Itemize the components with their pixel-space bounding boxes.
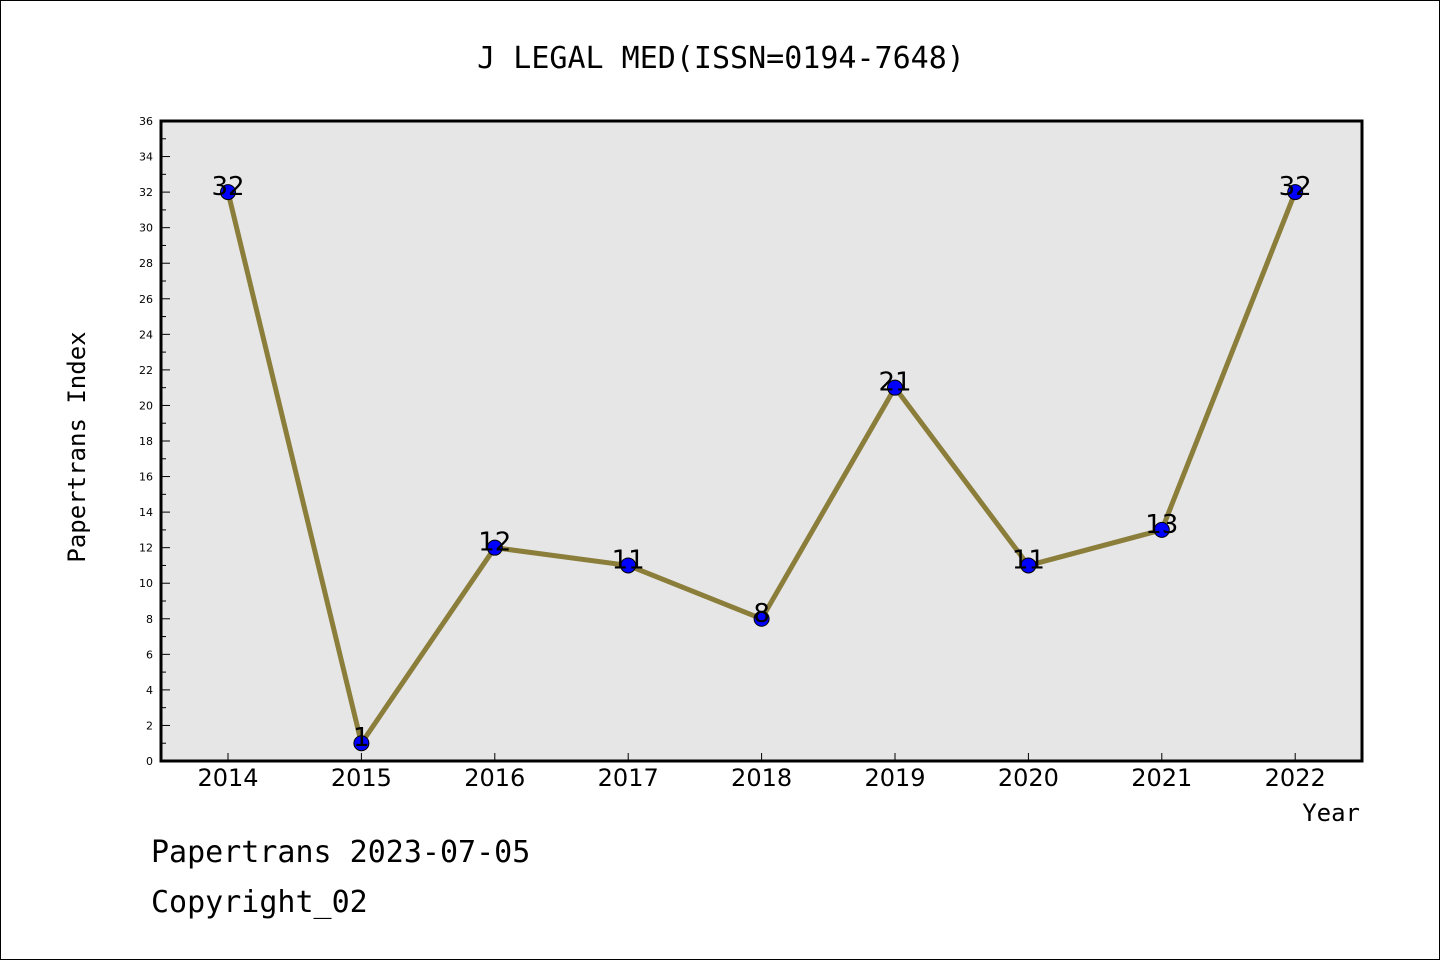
y-tick-label: 0 — [146, 755, 153, 768]
data-label: 21 — [878, 368, 911, 398]
y-axis-title: Papertrans Index — [63, 331, 91, 562]
data-label: 11 — [612, 545, 645, 575]
x-tick-label: 2021 — [1131, 764, 1192, 792]
y-tick-label: 14 — [139, 506, 153, 519]
data-point — [486, 539, 503, 556]
footer-date: Papertrans 2023-07-05 — [151, 835, 531, 870]
plot-area — [159, 119, 1364, 763]
x-tick-label: 2020 — [998, 764, 1059, 792]
x-tick-label: 2018 — [731, 764, 792, 792]
data-label: 12 — [478, 528, 511, 558]
data-point — [220, 184, 236, 201]
footer-copyright: Copyright_02 — [151, 885, 368, 920]
y-tick-label: 28 — [139, 257, 153, 270]
y-tick-label: 18 — [139, 435, 153, 448]
data-label: 11 — [1012, 545, 1045, 575]
y-tick-label: 20 — [139, 399, 153, 412]
data-labels-group: 32 1 12 11 8 21 11 13 32 — [211, 172, 1311, 753]
x-axis: 2014 2015 2016 2017 2018 2019 2020 2021 2022 — [197, 753, 1326, 792]
y-tick-label: 12 — [139, 542, 153, 555]
y-tick-label: 8 — [146, 613, 153, 626]
x-tick-label: 2015 — [331, 764, 392, 792]
x-axis-title: Year — [1302, 799, 1360, 827]
x-tick-label: 2017 — [598, 764, 659, 792]
data-point — [1020, 557, 1037, 574]
y-tick-label: 2 — [146, 719, 153, 732]
y-tick-label: 32 — [139, 186, 153, 199]
y-tick-label: 26 — [139, 293, 153, 306]
y-tick-label: 4 — [146, 684, 153, 697]
y-tick-label: 16 — [139, 471, 153, 484]
data-point — [887, 379, 903, 396]
data-point — [1153, 521, 1170, 538]
data-point — [753, 610, 770, 627]
data-point — [353, 735, 370, 752]
data-label: 32 — [211, 172, 244, 202]
x-tick-label: 2019 — [864, 764, 925, 792]
data-label: 13 — [1145, 510, 1178, 540]
y-tick-label: 22 — [139, 364, 153, 377]
y-tick-label: 10 — [139, 577, 153, 590]
series-points-group — [220, 184, 1304, 752]
y-tick-label: 24 — [139, 328, 153, 341]
y-tick-label: 34 — [139, 151, 153, 164]
y-tick-label: 6 — [146, 648, 153, 661]
data-label: 32 — [1279, 172, 1312, 202]
chart-title: J LEGAL MED(ISSN=0194-7648) — [477, 41, 965, 76]
y-tick-label: 36 — [139, 115, 153, 128]
x-tick-label: 2022 — [1265, 764, 1326, 792]
y-tick-label: 30 — [139, 222, 153, 235]
data-point — [1287, 184, 1304, 201]
x-tick-label: 2016 — [464, 764, 525, 792]
x-tick-label: 2014 — [197, 764, 258, 792]
data-label: 8 — [753, 599, 770, 629]
data-label: 1 — [353, 723, 370, 753]
data-point — [620, 557, 637, 574]
